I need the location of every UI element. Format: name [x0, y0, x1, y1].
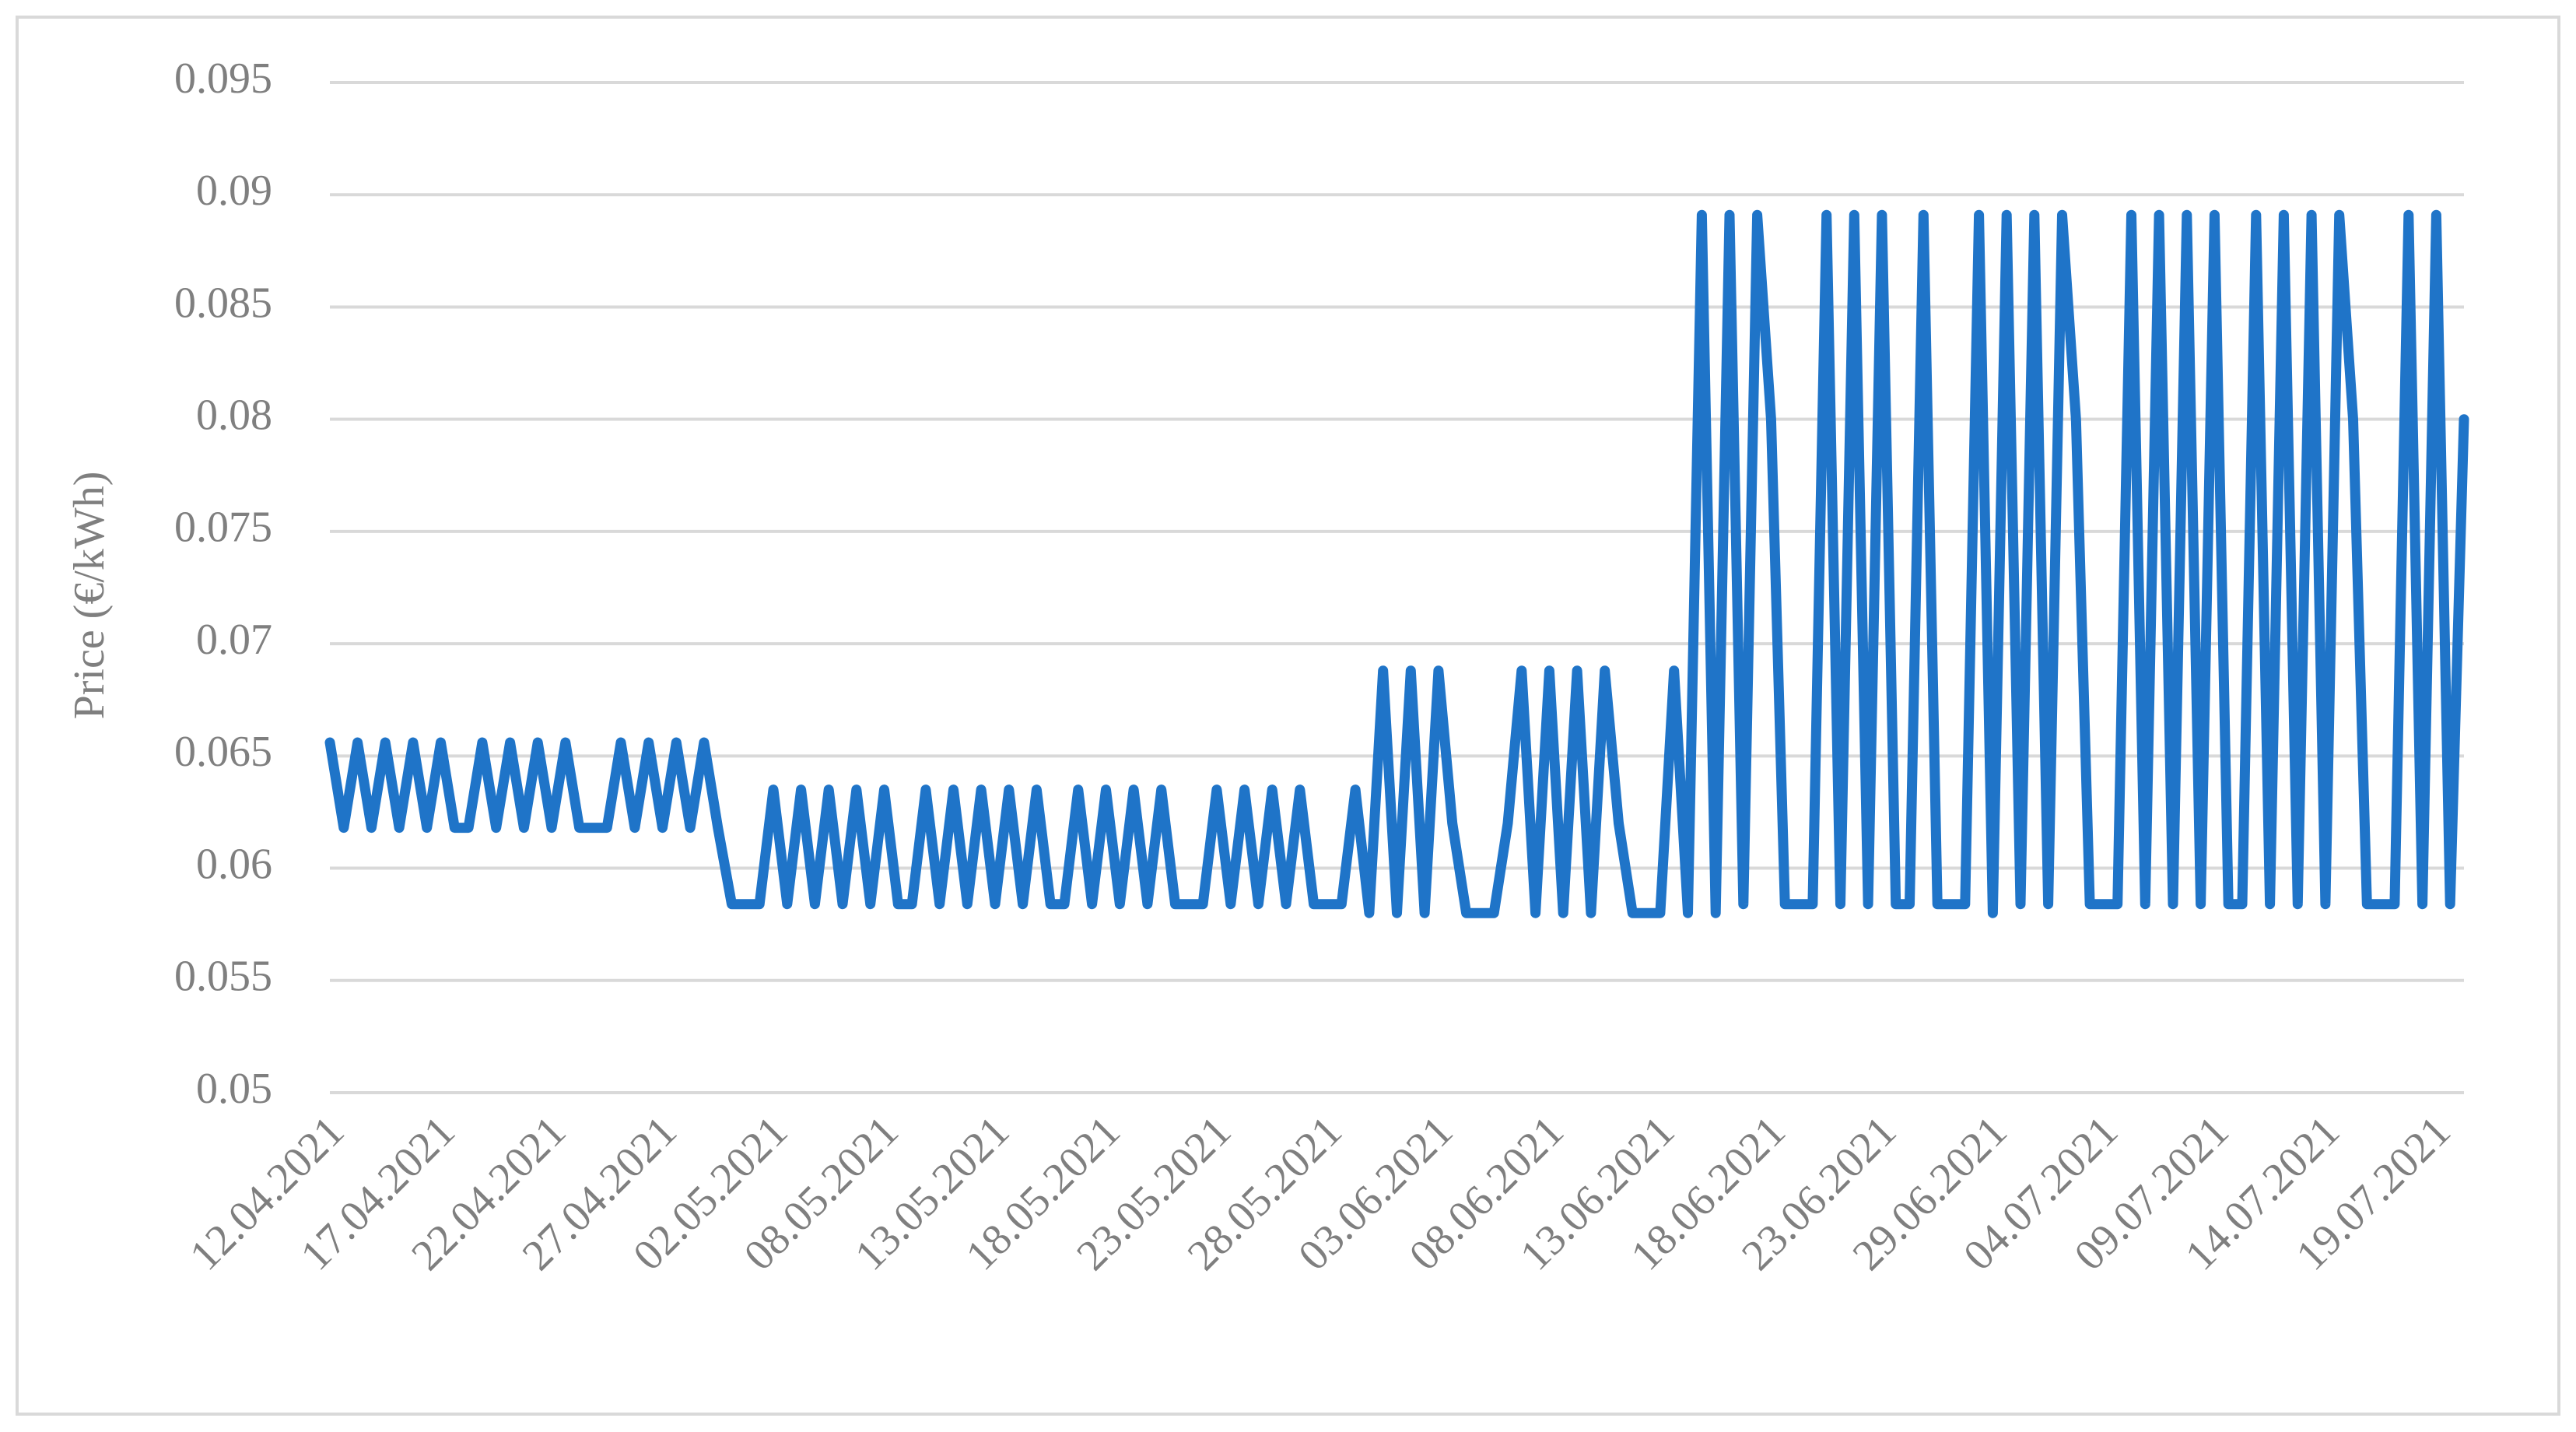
- y-axis-label: Price (€/kWh): [65, 472, 114, 720]
- y-tick-label: 0.075: [174, 504, 272, 552]
- y-tick-label: 0.095: [174, 54, 272, 103]
- y-tick-label: 0.055: [174, 953, 272, 1001]
- y-tick-label: 0.085: [174, 279, 272, 327]
- y-tick-label: 0.06: [196, 840, 272, 888]
- y-tick-label: 0.05: [196, 1065, 272, 1113]
- y-tick-label: 0.08: [196, 391, 272, 440]
- y-tick-label: 0.09: [196, 167, 272, 215]
- y-tick-label: 0.065: [174, 728, 272, 776]
- y-tick-label: 0.07: [196, 616, 272, 664]
- price-line: [324, 209, 2469, 918]
